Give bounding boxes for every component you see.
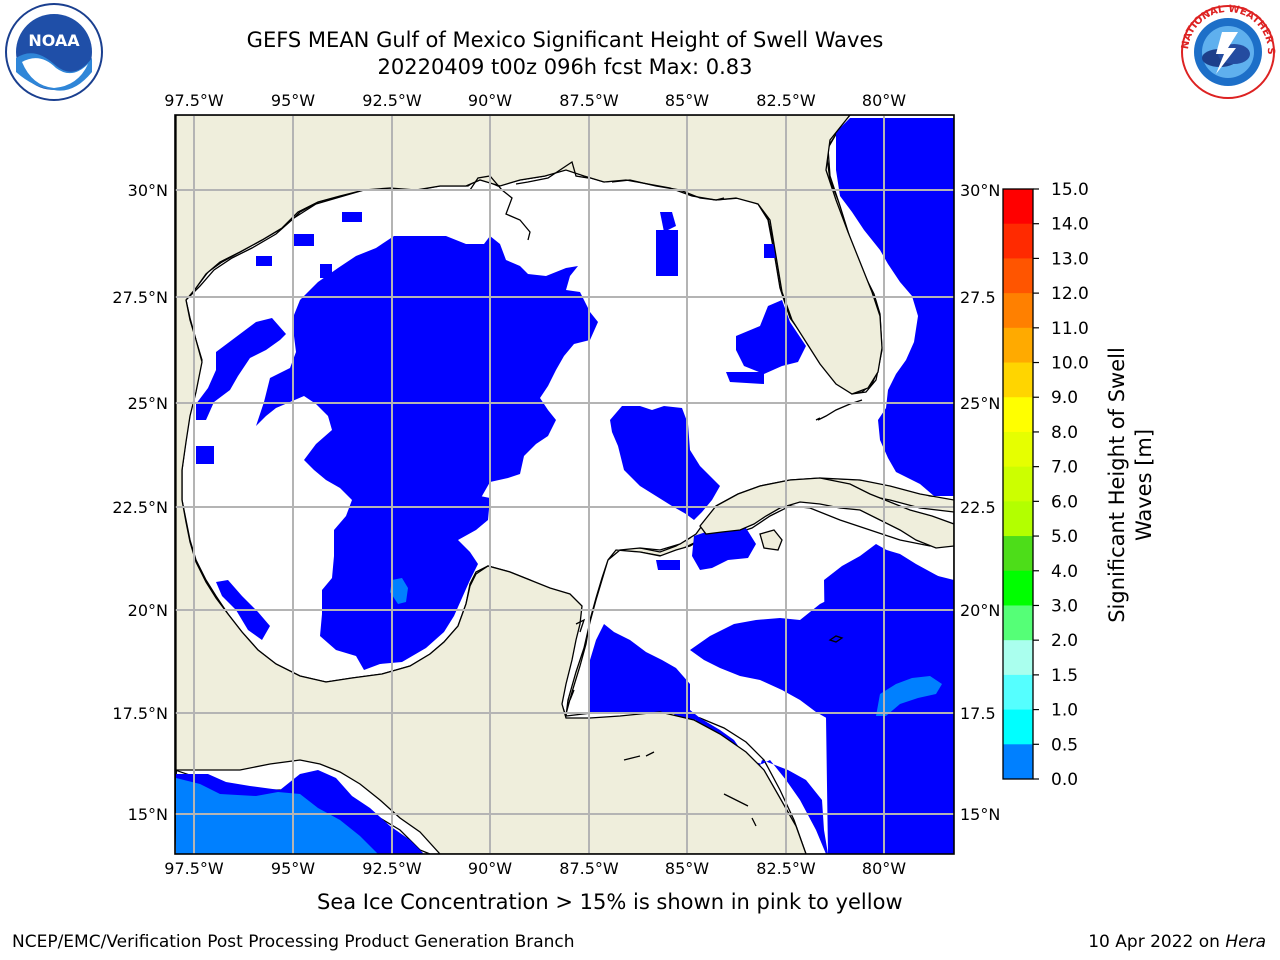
colorbar-tick-label: 0.0: [1051, 770, 1078, 790]
colorbar-tick-label: 6.0: [1051, 492, 1078, 512]
lon-label: 87.5°W: [559, 859, 619, 878]
lon-labels-bottom: 97.5°W 95°W 92.5°W 90°W 87.5°W 85°W 82.5…: [164, 859, 906, 878]
swell-low-areas: [176, 118, 954, 854]
colorbar-frame: [1002, 188, 1034, 780]
colorbar-tick-label: 11.0: [1051, 319, 1089, 339]
lon-label: 92.5°W: [362, 859, 422, 878]
land-masses: [175, 115, 954, 854]
colorbar-tick-label: 3.0: [1051, 596, 1078, 616]
noaa-logo: NOAA: [5, 3, 103, 101]
lat-label: 15°N: [960, 805, 1000, 824]
colorbar-tick-label: 12.0: [1051, 284, 1089, 304]
lon-label: 82.5°W: [756, 91, 816, 110]
lon-label: 85°W: [665, 91, 709, 110]
colorbar-tick-label: 15.0: [1051, 180, 1089, 200]
colorbar-bin: [1003, 570, 1033, 606]
colorbar-bin: [1003, 674, 1033, 711]
gridlines: [175, 115, 954, 854]
credit-right: 10 Apr 2022 on Hera: [1088, 932, 1266, 952]
lat-label: 15°N: [128, 805, 168, 824]
colorbar-bin: [1003, 640, 1033, 676]
lat-labels-left: 30°N 27.5°N 25°N 22.5°N 20°N 17.5°N 15°N: [112, 181, 168, 824]
lon-labels-top: 97.5°W 95°W 92.5°W 90°W 87.5°W 85°W 82.5…: [164, 91, 906, 110]
colorbar-tick-label: 2.0: [1051, 631, 1078, 651]
credit-left: NCEP/EMC/Verification Post Processing Pr…: [12, 932, 575, 952]
lat-label: 27.5°N: [112, 288, 168, 307]
colorbar-bin: [1003, 536, 1033, 572]
lon-label: 97.5°W: [164, 91, 224, 110]
colorbar-bin: [1003, 501, 1033, 537]
colorbar-tick-label: 10.0: [1051, 354, 1089, 374]
chart-subtitle: 20220409 t00z 096h fcst Max: 0.83: [377, 55, 753, 79]
colorbar-tick-label: 1.0: [1051, 701, 1078, 721]
lon-label: 80°W: [862, 91, 906, 110]
colorbar-bin: [1003, 431, 1033, 468]
lat-label: 30°N: [128, 181, 168, 200]
colorbar-bin: [1003, 293, 1033, 329]
colorbar-bin: [1003, 223, 1033, 259]
colorbar-bin: [1003, 327, 1033, 364]
noaa-logo-text: NOAA: [28, 31, 80, 50]
lat-label: 25°N: [128, 394, 168, 413]
colorbar-tick-label: 9.0: [1051, 388, 1078, 408]
colorbar-ticks: 15.0 14.0 13.0 12.0 11.0 10.0 9.0 8.0 7.0 6.0 5.0 4…: [1033, 180, 1089, 790]
colorbar-bin: [1003, 397, 1033, 433]
colorbar-tick-label: 8.0: [1051, 423, 1078, 443]
lat-label: 27.5: [960, 288, 996, 307]
colorbar-bin: [1003, 605, 1033, 641]
colorbar-bin: [1003, 258, 1033, 294]
colorbar-bin: [1003, 709, 1033, 745]
colorbar-tick-label: 0.5: [1051, 735, 1078, 755]
map-area: [175, 115, 954, 854]
colorbar-tick-label: 4.0: [1051, 562, 1078, 582]
lat-label: 22.5°N: [112, 498, 168, 517]
lat-label: 25°N: [960, 394, 1000, 413]
lon-label: 85°W: [665, 859, 709, 878]
colorbar-tick-label: 5.0: [1051, 527, 1078, 547]
colorbar-tick-label: 7.0: [1051, 458, 1078, 478]
lon-label: 87.5°W: [559, 91, 619, 110]
lat-label: 30°N: [960, 181, 1000, 200]
credit-date: 10 Apr 2022 on: [1088, 932, 1226, 952]
colorbar-label-line2: Waves [m]: [1132, 429, 1156, 541]
swell-mid-areas: [176, 578, 942, 854]
lon-label: 90°W: [468, 859, 512, 878]
lat-label: 17.5°N: [112, 704, 168, 723]
credit-host: Hera: [1225, 932, 1266, 952]
colorbar-bin: [1003, 189, 1033, 225]
colorbar-bin: [1003, 744, 1033, 780]
lon-label: 92.5°W: [362, 91, 422, 110]
lat-labels-right: 30°N 27.5 25°N 22.5 20°N 17.5 15°N: [960, 181, 1000, 824]
colorbar-bin: [1003, 466, 1033, 502]
map-frame: [174, 114, 955, 855]
colorbar-bin: [1003, 362, 1033, 398]
colorbar-tick-label: 1.5: [1051, 666, 1078, 686]
colorbar-tick-label: 14.0: [1051, 215, 1089, 235]
lat-label: 20°N: [960, 601, 1000, 620]
sea-ice-note: Sea Ice Concentration > 15% is shown in …: [317, 890, 903, 914]
nws-logo: NATIONAL WEATHER SERVICE: [1176, 2, 1276, 99]
lat-label: 22.5: [960, 498, 996, 517]
lon-label: 80°W: [862, 859, 906, 878]
lon-label: 90°W: [468, 91, 512, 110]
chart-title: GEFS MEAN Gulf of Mexico Significant Hei…: [246, 28, 884, 52]
lat-label: 20°N: [128, 601, 168, 620]
lat-label: 17.5: [960, 704, 996, 723]
lon-label: 82.5°W: [756, 859, 816, 878]
lon-label: 95°W: [271, 859, 315, 878]
colorbar: [1003, 189, 1033, 780]
lon-label: 95°W: [271, 91, 315, 110]
colorbar-label-line1: Significant Height of Swell: [1105, 347, 1129, 623]
lon-label: 97.5°W: [164, 859, 224, 878]
colorbar-tick-label: 13.0: [1051, 249, 1089, 269]
